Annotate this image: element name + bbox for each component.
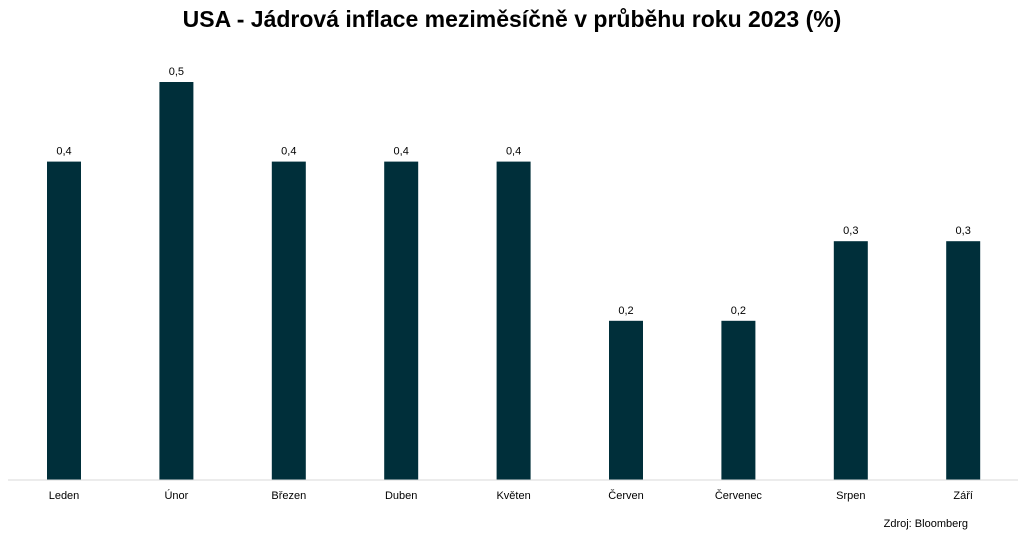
category-label-8: Srpen: [836, 490, 865, 502]
data-label-6: 0,2: [618, 305, 633, 317]
data-label-5: 0,4: [506, 146, 521, 158]
bar-1: [47, 161, 81, 480]
bar-7: [721, 320, 756, 480]
category-label-7: Červenec: [715, 489, 763, 502]
data-label-9: 0,3: [956, 225, 971, 237]
bar-2: [159, 82, 194, 480]
data-labels-layer: 0,4 0,5 0,4 0,4 0,4 0,2 0,2 0,3 0,3: [56, 66, 970, 317]
bar-6: [609, 320, 643, 480]
data-label-1: 0,4: [56, 146, 71, 158]
category-label-1: Leden: [49, 490, 80, 502]
source-note: Zdroj: Bloomberg: [883, 518, 968, 530]
category-label-5: Květen: [496, 490, 530, 502]
category-label-9: Září: [953, 490, 973, 502]
bar-4: [384, 161, 419, 480]
data-label-4: 0,4: [394, 146, 409, 158]
bar-8: [833, 241, 868, 480]
category-axis-labels: Leden Únor Březen Duben Květen Červen Červenec…: [49, 489, 973, 502]
category-label-2: Únor: [164, 489, 188, 502]
category-label-6: Červen: [608, 489, 643, 502]
bars-layer: [47, 82, 981, 480]
bar-3: [271, 161, 306, 480]
bar-9: [946, 241, 981, 480]
category-label-4: Duben: [385, 490, 417, 502]
category-label-3: Březen: [271, 490, 306, 502]
data-label-8: 0,3: [843, 225, 858, 237]
bar-5: [496, 161, 531, 480]
data-label-7: 0,2: [731, 305, 746, 317]
chart-title: USA - Jádrová inflace meziměsíčně v průb…: [182, 6, 842, 32]
data-label-2: 0,5: [169, 66, 184, 78]
data-label-3: 0,4: [281, 146, 296, 158]
